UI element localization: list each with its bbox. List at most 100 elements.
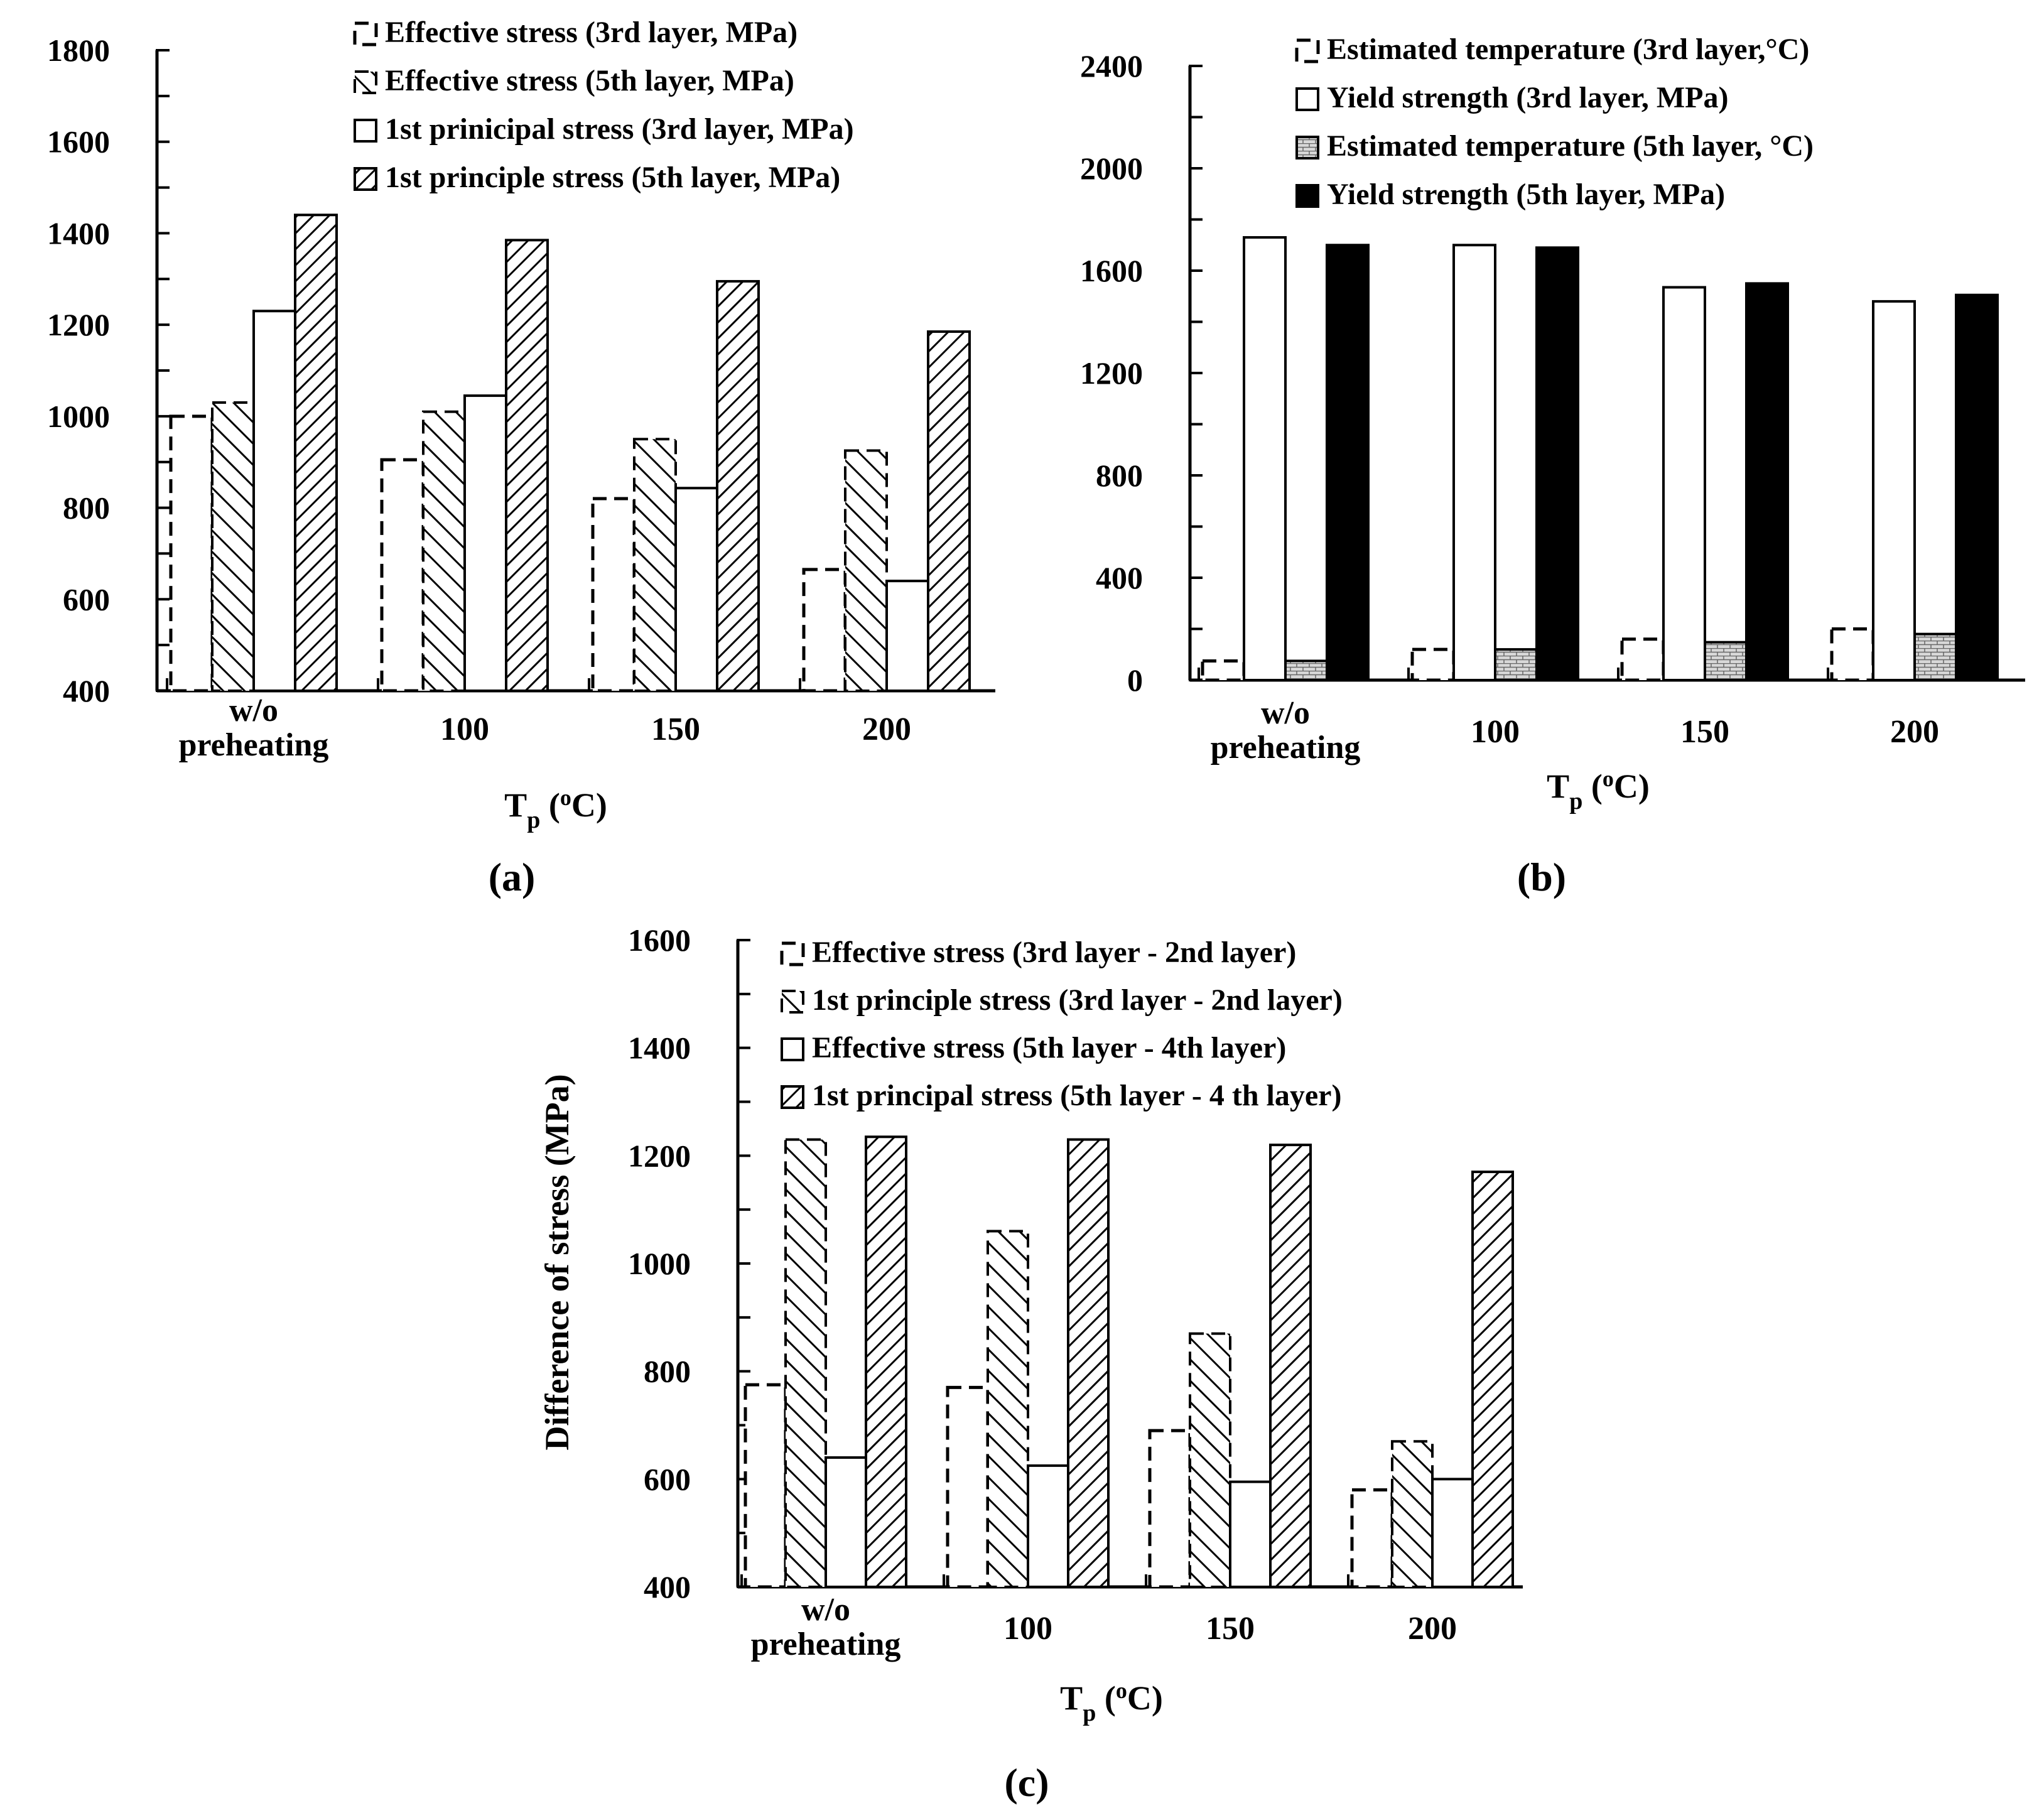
x-category-label: 150 [651,712,700,747]
bar-a-s2-4 [844,449,888,692]
bar-c-s1-4 [1350,1488,1394,1589]
x-category-label: w/o [1261,695,1310,731]
bar-a-s4-2 [505,239,549,693]
bar-c-s2-2 [987,1230,1029,1588]
x-category-label: preheating [179,727,329,763]
bar-b-s2-3 [1662,286,1706,681]
y-tick-label: 1400 [628,1031,691,1066]
bar-a-s2-3 [633,438,677,692]
x-category-label: 200 [1890,714,1939,750]
y-tick-label: 400 [644,1569,691,1604]
bar-c-s1-1 [744,1383,787,1589]
y-tick-label: 1400 [47,215,110,251]
y-tick-label: 1600 [628,923,691,958]
bar-a-s4-1 [294,214,338,692]
panel-label: (b) [1517,855,1566,899]
legend-swatch [780,941,805,966]
x-category-label: 100 [440,712,489,747]
x-category-label: 200 [1408,1611,1457,1647]
bar-b-s3-3 [1704,641,1748,682]
legend-swatch [354,167,377,191]
legend-entry-label: Yield strength (5th layer, MPa) [1327,178,1725,211]
y-tick-label: 1000 [628,1246,691,1281]
x-category-label: 150 [1206,1611,1255,1647]
bar-c-s4-2 [1067,1138,1110,1589]
bar-b-s2-1 [1243,236,1287,681]
bar-a-s1-2 [380,458,425,693]
bar-a-s3-2 [463,394,507,692]
y-tick-label: 1600 [47,124,110,160]
bar-c-s3-2 [1027,1464,1069,1588]
x-category-label: 200 [862,712,911,747]
legend-entry-label: Effective stress (5th layer - 4th layer) [812,1031,1286,1064]
x-category-label: w/o [229,693,278,728]
bar-a-s3-4 [885,580,929,693]
y-tick-label: 1200 [47,307,110,342]
bar-c-s1-2 [946,1385,990,1589]
bar-c-s3-1 [825,1456,867,1588]
y-tick-label: 600 [63,582,110,617]
y-tick-label: 1000 [47,399,110,434]
bar-b-s2-4 [1872,300,1916,681]
y-tick-label: 2000 [1080,151,1143,186]
y-tick-label: 400 [1096,560,1143,595]
bar-b-s4-1 [1326,244,1370,681]
bar-c-s4-1 [865,1135,907,1588]
y-tick-label: 2400 [1080,48,1143,84]
x-category-label: 100 [1471,714,1520,750]
bar-b-s2-2 [1452,244,1496,681]
y-tick-label: 1200 [628,1138,691,1173]
x-category-label: 150 [1680,714,1729,750]
legend-entry-label: 1st principle stress (3rd layer - 2nd la… [812,983,1343,1017]
x-axis-title: Tp (oC) [1060,1678,1163,1726]
bar-c-s2-1 [784,1138,827,1589]
x-category-label: preheating [1211,730,1361,766]
legend-entry-label: Estimated temperature (5th layer, °C) [1327,129,1814,163]
bar-a-s4-3 [716,279,760,692]
bar-b-s1-3 [1620,637,1665,682]
bar-a-s4-4 [927,330,971,692]
y-tick-label: 0 [1127,663,1143,698]
legend-entry-label: Yield strength (3rd layer, MPa) [1327,81,1728,114]
bar-c-s3-3 [1229,1480,1272,1588]
y-tick-label: 600 [644,1461,691,1496]
bar-b-s1-2 [1410,647,1456,682]
y-tick-label: 1800 [47,33,110,68]
legend-swatch [354,119,377,143]
y-axis-title: Difference of stress (MPa) [538,1074,576,1450]
legend-swatch [1295,136,1319,160]
legend-entry-label: 1st prinicipal stress (3rd layer, MPa) [385,112,854,146]
legend-swatch [781,1085,804,1109]
x-axis-title: Tp (oC) [504,785,607,833]
panel-label: (a) [489,855,536,899]
legend-entry-label: Effective stress (5th layer, MPa) [385,64,794,97]
legend-swatch [781,1037,804,1061]
panel-label: (c) [1004,1760,1049,1805]
bar-a-s3-1 [252,310,296,692]
bar-c-s2-3 [1189,1332,1231,1588]
legend-swatch [1295,38,1320,63]
bar-b-s3-4 [1913,632,1957,682]
x-category-label: w/o [801,1592,850,1628]
legend-entry-label: Effective stress (3rd layer, MPa) [385,16,798,49]
legend-entry-label: Effective stress (3rd layer - 2nd layer) [812,936,1296,969]
legend-swatch [1295,184,1319,208]
bar-b-s4-4 [1955,293,1999,681]
x-axis-title: Tp (oC) [1547,766,1650,814]
y-tick-label: 1600 [1080,253,1143,288]
legend-entry-label: 1st principle stress (5th layer, MPa) [385,161,840,194]
bar-a-s1-3 [591,497,636,693]
bar-c-s4-4 [1471,1171,1514,1589]
y-tick-label: 800 [63,490,110,526]
bar-a-s1-4 [802,568,847,693]
legend-swatch [354,70,377,94]
bar-b-s3-1 [1284,659,1328,681]
bar-b-s4-2 [1535,246,1579,681]
bar-a-s2-2 [422,410,466,692]
y-tick-label: 400 [63,673,110,708]
legend-entry-label: Estimated temperature (3rd layer,°C) [1327,33,1809,66]
y-tick-label: 800 [644,1354,691,1389]
